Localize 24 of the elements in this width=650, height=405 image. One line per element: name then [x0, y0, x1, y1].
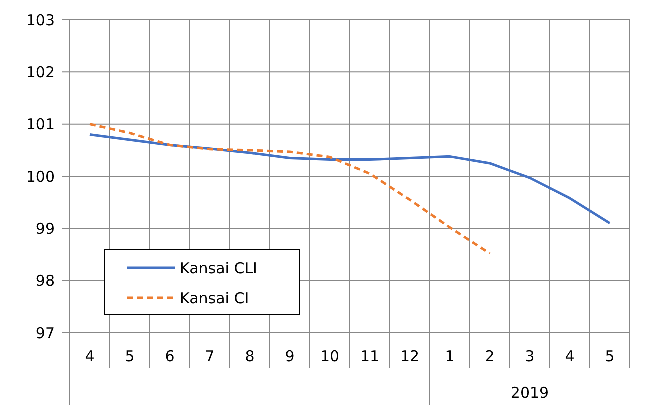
y-tick-label: 100 — [26, 168, 55, 186]
y-tick-label: 101 — [26, 116, 55, 134]
x-tick-label: 6 — [165, 347, 175, 366]
x-tick-label: 3 — [525, 347, 535, 366]
x-tick-label: 1 — [445, 347, 455, 366]
y-tick-label: 103 — [26, 11, 55, 30]
y-tick-label: 97 — [36, 324, 55, 342]
x-tick-label: 8 — [245, 347, 255, 366]
text: 2019 — [510, 384, 550, 402]
x-tick-label: 4 — [85, 347, 95, 366]
y-tick-label: 99 — [36, 220, 55, 238]
legend-label: Kansai CI — [180, 289, 250, 308]
x-tick-label: 11 — [360, 347, 380, 366]
y-tick-label: 98 — [36, 272, 55, 290]
x-tick-label: 4 — [565, 347, 575, 366]
x-tick-label: 5 — [605, 347, 615, 366]
y-tick-label: 102 — [26, 63, 55, 82]
x-tick-label: 10 — [320, 347, 340, 366]
x-tick-label: 5 — [125, 347, 135, 366]
x-tick-label: 7 — [205, 347, 215, 366]
legend-label: Kansai CLI — [180, 259, 258, 278]
x-tick-label: 2 — [485, 347, 495, 366]
x-tick-label: 9 — [285, 347, 295, 366]
x-tick-label: 12 — [400, 347, 420, 366]
